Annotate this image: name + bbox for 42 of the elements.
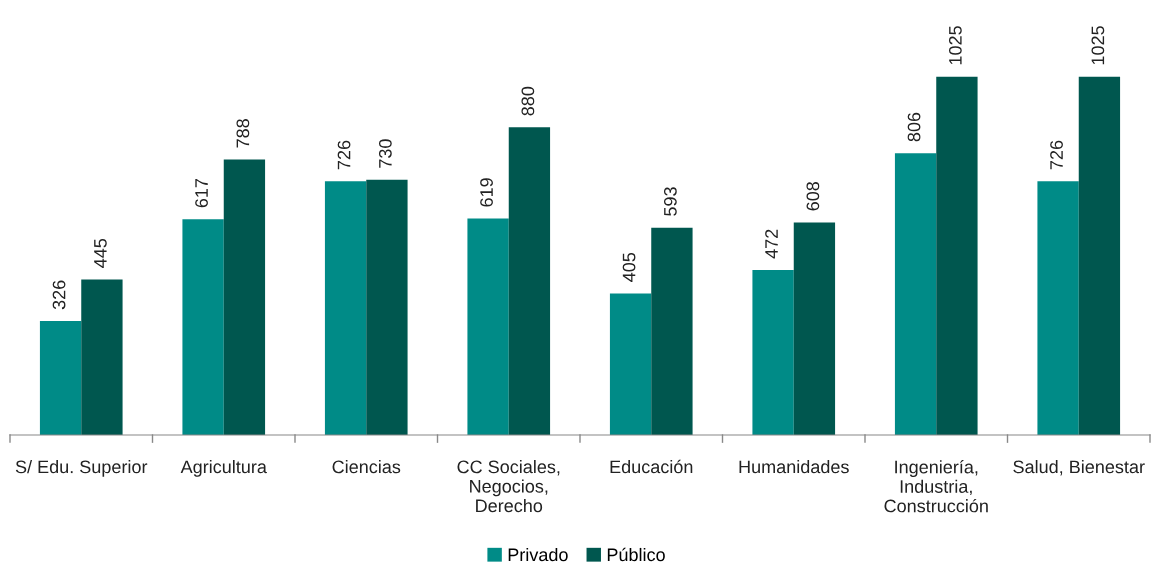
data-label: 445 <box>94 238 107 268</box>
data-label: 593 <box>663 187 677 216</box>
data-label: 405 <box>622 252 636 282</box>
data-label: 608 <box>806 182 820 211</box>
data-label: 617 <box>195 178 208 208</box>
data-label: 1025 <box>1091 26 1105 65</box>
bar <box>366 179 408 435</box>
x-tick-label: Ciencias <box>332 460 401 474</box>
bar <box>39 321 82 435</box>
bar <box>1037 181 1079 435</box>
x-tick-label: Educación <box>610 459 693 474</box>
x-tick-label: CC Sociales, Negocios, Derecho <box>457 460 560 513</box>
data-label: 726 <box>337 140 351 170</box>
bar <box>609 293 652 435</box>
bar <box>793 222 836 435</box>
data-label: 788 <box>236 119 250 148</box>
bar <box>894 153 937 435</box>
bar <box>182 219 224 435</box>
bar <box>81 279 123 435</box>
legend-label: Privado <box>508 547 568 562</box>
bar <box>324 181 367 435</box>
data-label: 1025 <box>948 26 962 65</box>
data-label: 726 <box>1050 140 1063 170</box>
data-label: 730 <box>378 139 392 168</box>
bar <box>508 127 551 435</box>
x-tick-label: S/ Edu. Superior <box>15 460 148 477</box>
legend-label: Público <box>607 547 665 562</box>
x-tick-label: Salud, Bienestar <box>1013 460 1145 476</box>
bar <box>467 218 509 435</box>
data-label: 880 <box>521 86 535 116</box>
x-tick-label: Agricultura <box>180 460 267 477</box>
bar <box>223 159 266 435</box>
data-label: 326 <box>52 280 66 310</box>
bar <box>936 76 978 435</box>
bar <box>1078 76 1121 435</box>
bar <box>651 227 693 435</box>
x-tick-label: Humanidades <box>739 460 849 474</box>
bar <box>752 269 794 435</box>
x-tick-label: Ingeniería, Industria, Construcción <box>884 460 988 513</box>
data-label: 806 <box>907 112 921 142</box>
data-label: 619 <box>480 178 493 207</box>
data-label: 472 <box>765 229 778 259</box>
